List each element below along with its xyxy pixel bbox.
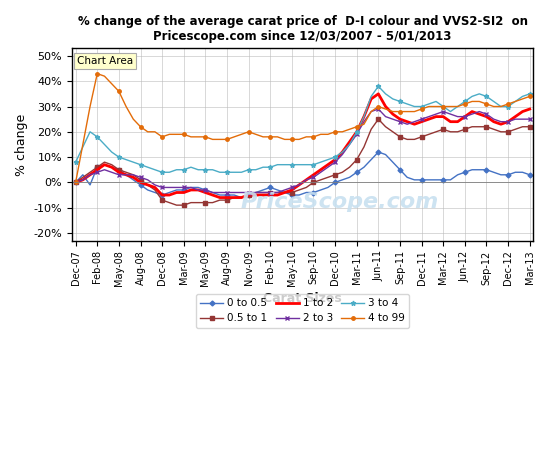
0 to 0.5 [130,177,136,183]
4 to 99 [94,71,101,76]
3 to 4 [332,154,338,160]
4 to 99 [303,134,310,140]
Title: % change of the average carat price of  D-I colour and VVS2-SI2  on
Pricescope.c: % change of the average carat price of D… [78,15,527,43]
2 to 3 [368,109,375,114]
0 to 0.5 [332,179,338,185]
4 to 99 [332,129,338,135]
1 to 2 [332,157,338,162]
1 to 2 [217,195,223,201]
1 to 2 [375,91,382,97]
4 to 99 [267,134,273,140]
0.5 to 1 [368,126,375,132]
1 to 2 [130,175,136,180]
0 to 0.5 [73,179,79,185]
Legend: 0 to 0.5, 0.5 to 1, 1 to 2, 2 to 3, 3 to 4, 4 to 99: 0 to 0.5, 0.5 to 1, 1 to 2, 2 to 3, 3 to… [196,294,409,328]
1 to 2 [368,96,375,102]
3 to 4 [382,91,389,97]
0.5 to 1 [526,124,533,130]
Line: 0 to 0.5: 0 to 0.5 [74,150,531,199]
0.5 to 1 [267,190,273,195]
0.5 to 1 [130,172,136,177]
4 to 99 [526,93,533,99]
0.5 to 1 [73,179,79,185]
0.5 to 1 [332,172,338,177]
4 to 99 [368,109,375,114]
2 to 3 [210,190,216,195]
0 to 0.5 [382,152,389,157]
Text: PriceScope.com: PriceScope.com [240,192,439,212]
X-axis label: Carat Sizes: Carat Sizes [263,292,342,305]
3 to 4 [375,84,382,89]
3 to 4 [73,160,79,165]
2 to 3 [375,106,382,112]
4 to 99 [137,124,144,130]
Text: Chart Area: Chart Area [76,56,133,66]
0.5 to 1 [382,124,389,130]
0 to 0.5 [267,185,273,190]
Line: 3 to 4: 3 to 4 [73,84,532,175]
2 to 3 [130,172,136,177]
2 to 3 [267,190,273,195]
1 to 2 [382,104,389,110]
1 to 2 [303,177,310,183]
3 to 4 [368,93,375,99]
3 to 4 [130,160,136,165]
0.5 to 1 [173,202,180,208]
1 to 2 [526,106,533,112]
Line: 4 to 99: 4 to 99 [74,72,531,184]
1 to 2 [267,192,273,198]
1 to 2 [73,179,79,185]
Line: 0.5 to 1: 0.5 to 1 [74,118,531,207]
Line: 2 to 3: 2 to 3 [74,107,532,194]
0 to 0.5 [238,195,245,201]
0.5 to 1 [303,185,310,190]
0.5 to 1 [375,116,382,122]
2 to 3 [382,114,389,119]
2 to 3 [303,177,310,183]
3 to 4 [267,164,273,170]
2 to 3 [73,179,79,185]
0 to 0.5 [526,172,533,177]
Y-axis label: % change: % change [15,113,28,176]
4 to 99 [375,104,382,110]
4 to 99 [73,179,79,185]
2 to 3 [526,116,533,122]
3 to 4 [303,162,310,168]
Line: 1 to 2: 1 to 2 [76,94,530,198]
0 to 0.5 [368,157,375,162]
3 to 4 [159,169,166,175]
0 to 0.5 [303,190,310,195]
3 to 4 [526,91,533,97]
2 to 3 [332,160,338,165]
0 to 0.5 [375,149,382,155]
